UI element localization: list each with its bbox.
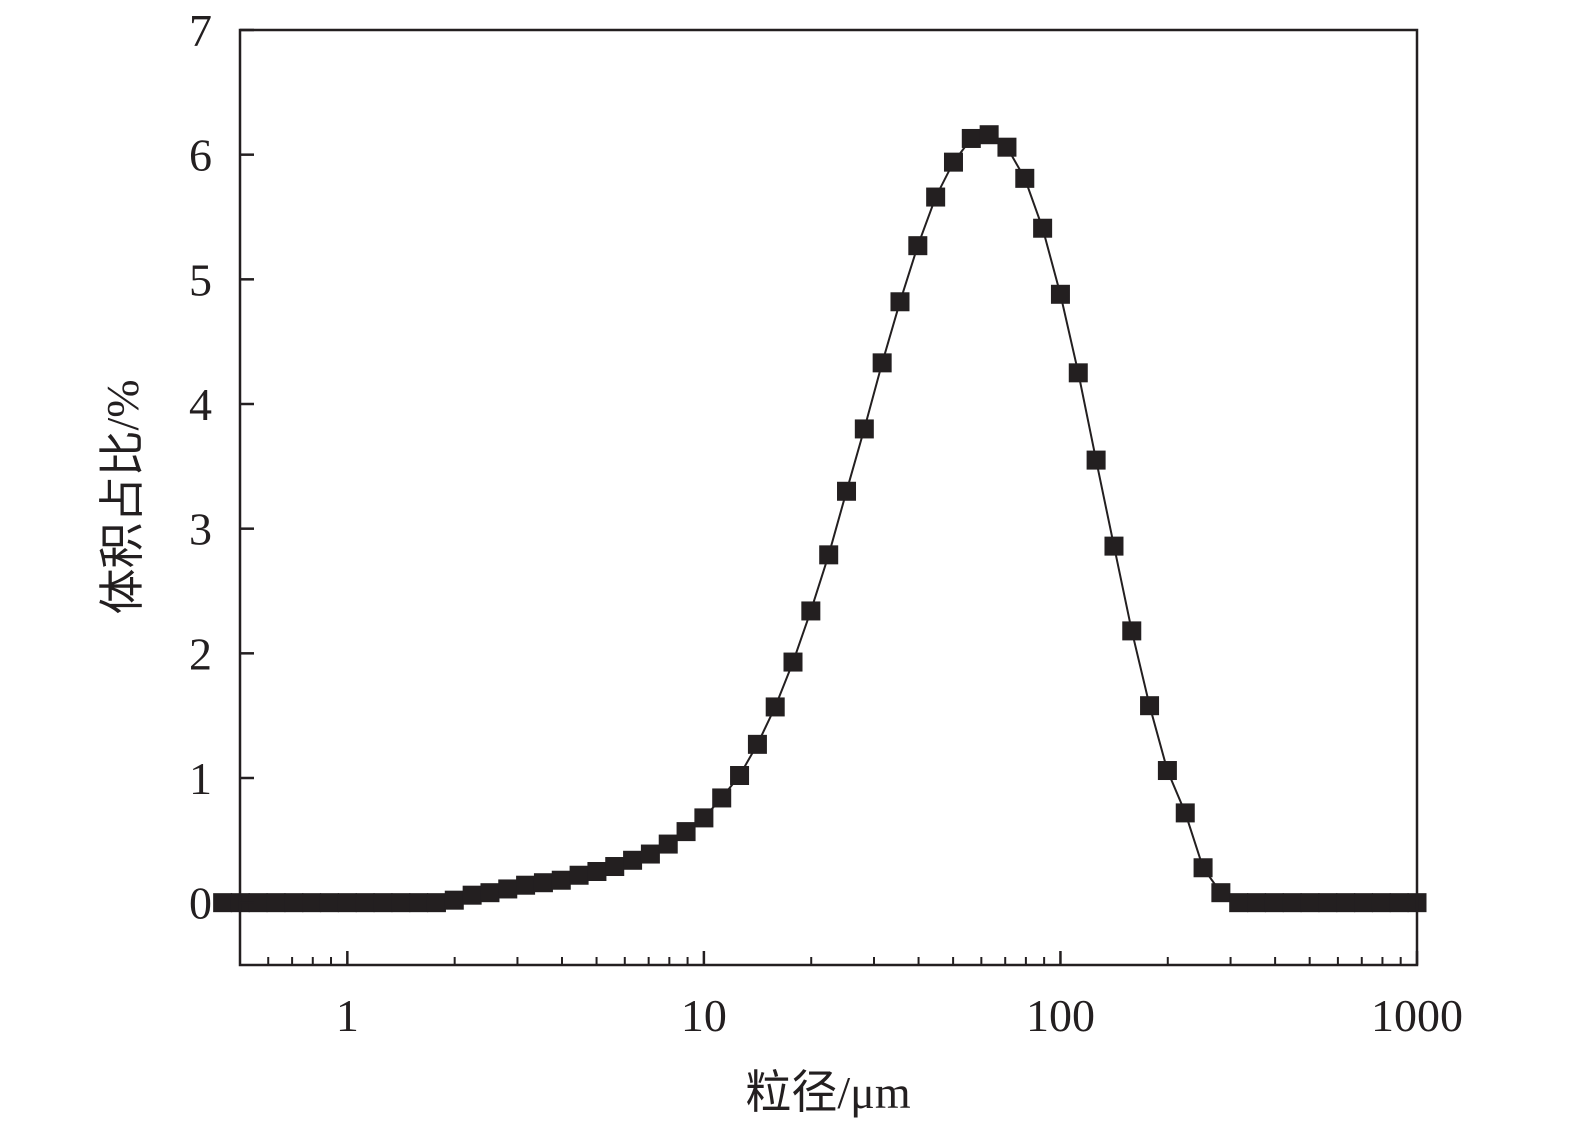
- y-tick-label: 3: [189, 504, 212, 555]
- data-point: [1050, 284, 1070, 304]
- y-axis-label: 体积占比/%: [97, 379, 148, 614]
- data-point: [302, 893, 322, 913]
- series-line: [222, 133, 1417, 904]
- y-tick-label: 2: [189, 628, 212, 679]
- y-tick-label: 6: [189, 130, 212, 181]
- data-point: [1247, 893, 1267, 913]
- axes: 0 1 2 3 4 5 6 7 1 10 100 1000: [189, 5, 1463, 1041]
- data-point: [1282, 893, 1302, 913]
- data-point: [516, 875, 536, 895]
- data-point: [266, 893, 286, 913]
- data-point: [961, 128, 981, 148]
- data-point: [623, 850, 643, 870]
- x-axis-label: 粒径/μm: [745, 1067, 910, 1118]
- data-point: [1371, 893, 1391, 913]
- data-point: [854, 419, 874, 439]
- data-point: [391, 893, 411, 913]
- data-point: [533, 873, 553, 893]
- data-point: [908, 236, 928, 256]
- data-point: [640, 844, 660, 864]
- data-point: [837, 481, 857, 501]
- data-point: [569, 865, 589, 885]
- data-point: [997, 137, 1017, 157]
- data-point: [444, 890, 464, 910]
- plot-area: [213, 125, 1427, 913]
- data-point: [676, 822, 696, 842]
- data-point: [248, 893, 268, 913]
- data-point: [426, 893, 446, 913]
- y-tick-label: 5: [189, 254, 212, 305]
- x-tick-label: 1: [336, 990, 359, 1041]
- y-tick-label: 4: [189, 379, 212, 430]
- data-point: [712, 788, 732, 808]
- data-point: [658, 834, 678, 854]
- data-point: [1104, 536, 1124, 556]
- data-point: [890, 292, 910, 312]
- data-point: [1157, 761, 1177, 781]
- data-point: [1318, 893, 1338, 913]
- data-point: [943, 152, 963, 172]
- data-point: [409, 893, 429, 913]
- x-tick-label: 1000: [1371, 990, 1463, 1041]
- data-point: [783, 652, 803, 672]
- data-point: [765, 697, 785, 717]
- data-point: [1193, 858, 1213, 878]
- data-point: [979, 125, 999, 145]
- data-point: [373, 893, 393, 913]
- data-point: [213, 893, 233, 913]
- plot-frame: [238, 28, 1419, 967]
- data-point: [1015, 168, 1035, 188]
- data-point: [1264, 893, 1284, 913]
- data-point: [819, 545, 839, 565]
- y-tick-label: 1: [189, 753, 212, 804]
- x-tick-label: 10: [681, 990, 727, 1041]
- data-point: [1229, 893, 1249, 913]
- data-point: [872, 353, 892, 373]
- data-point: [337, 893, 357, 913]
- data-point: [587, 862, 607, 881]
- data-point: [319, 893, 339, 913]
- data-point: [1140, 696, 1160, 716]
- data-point: [551, 870, 571, 890]
- data-point: [926, 187, 946, 207]
- data-point: [801, 601, 821, 621]
- data-point: [462, 885, 482, 905]
- data-point: [1033, 218, 1053, 238]
- data-point: [1300, 893, 1320, 913]
- y-tick-label: 0: [189, 878, 212, 929]
- data-point: [1336, 893, 1356, 913]
- data-point: [284, 893, 304, 913]
- data-point: [498, 879, 518, 899]
- data-point: [480, 883, 500, 903]
- data-point: [1175, 803, 1195, 823]
- data-point: [1211, 883, 1231, 903]
- data-point: [1068, 363, 1088, 383]
- data-point: [1389, 893, 1409, 913]
- data-point: [1086, 450, 1106, 470]
- data-point: [747, 734, 767, 754]
- data-point: [605, 857, 625, 877]
- data-point: [730, 766, 750, 786]
- data-point: [1122, 621, 1142, 641]
- x-tick-label: 100: [1026, 990, 1095, 1041]
- data-point: [355, 893, 375, 913]
- data-point: [694, 808, 714, 828]
- data-point: [1354, 893, 1374, 913]
- y-tick-label: 7: [189, 5, 212, 56]
